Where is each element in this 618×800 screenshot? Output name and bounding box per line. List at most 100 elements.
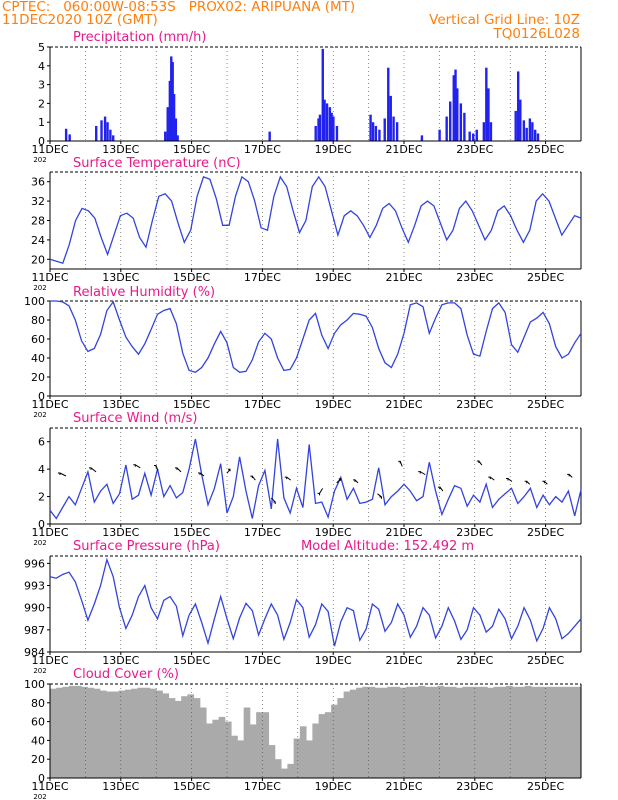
x-tick-label: 25DEC: [527, 143, 564, 156]
precip-bar: [170, 56, 173, 141]
x-tick-label: 13DEC: [102, 398, 139, 411]
precip-bar: [100, 120, 103, 141]
x-tick-year: 202: [33, 793, 46, 800]
cloud-bar: [224, 721, 232, 778]
header-line1: CPTEC: 060:00W-08:53S PROX02: ARIPUANA (…: [2, 0, 356, 15]
cloud-bar: [506, 685, 513, 778]
wind-arrow-head: [505, 477, 509, 481]
cloud-bar: [393, 686, 401, 778]
x-tick-label: 15DEC: [173, 654, 210, 667]
cloud-bar: [549, 686, 557, 778]
cloud-bar: [118, 690, 126, 778]
cloud-title: Cloud Cover (%): [73, 667, 179, 682]
precip-bar: [475, 129, 478, 141]
precip-bar: [420, 135, 424, 141]
wind-arrow: [59, 472, 67, 477]
series-line: [49, 175, 582, 265]
y-tick-label: 4: [38, 60, 45, 73]
cloud-bar: [493, 686, 501, 778]
wind-arrow-head: [476, 460, 480, 464]
cloud-bar: [324, 712, 332, 778]
cloud-bar: [281, 768, 288, 778]
cloud-bar: [256, 712, 263, 778]
wind-arrow: [419, 471, 426, 476]
cloud-bar: [518, 686, 526, 778]
x-tick-label: 17DEC: [244, 271, 281, 284]
cloud-bar: [87, 687, 95, 778]
x-tick-label: 23DEC: [456, 143, 493, 156]
cloud-bar: [556, 686, 563, 778]
precip-bar: [328, 107, 332, 141]
cloud-bar: [168, 698, 176, 778]
x-tick-year: 202: [33, 411, 46, 419]
cloud-bar: [174, 700, 182, 778]
cloud-bar: [131, 688, 138, 778]
wind-arrow: [270, 497, 276, 503]
precip-bar: [445, 116, 448, 141]
cloud-bar: [437, 685, 444, 778]
cloud-bar: [293, 738, 301, 778]
y-tick-label: 5: [38, 41, 45, 54]
wind-arrow-head: [89, 467, 92, 470]
wind-arrow-head: [338, 478, 342, 481]
wind-arrow: [90, 467, 97, 473]
precip-bar: [321, 48, 324, 141]
y-tick-label: 80: [31, 697, 45, 710]
cloud-bar: [74, 685, 82, 778]
precip-bar: [525, 127, 528, 141]
precip-bar: [166, 107, 169, 141]
y-tick-label: 100: [24, 295, 45, 308]
y-tick-label: 990: [24, 602, 45, 615]
cloud-bar: [531, 686, 538, 778]
x-tick-label: 19DEC: [315, 780, 352, 793]
cloud-bar: [481, 686, 488, 778]
precip-bar: [516, 71, 520, 141]
x-tick-label: 17DEC: [244, 654, 281, 667]
precip-bar: [371, 122, 375, 141]
cloud-bar: [462, 686, 469, 778]
cloud-bar: [274, 759, 282, 778]
x-tick-label: 21DEC: [385, 143, 422, 156]
cloud-bar: [143, 687, 151, 778]
y-tick-label: 60: [31, 716, 45, 729]
cloud-bar: [468, 686, 476, 778]
precip-bar: [522, 120, 526, 141]
cloud-bar: [93, 688, 101, 778]
precip-bar: [176, 135, 179, 141]
cloud-bar: [62, 686, 70, 778]
precip-title: Precipitation (mm/h): [73, 30, 207, 45]
precip-bar: [449, 101, 452, 141]
wind-arrow-head: [133, 464, 136, 467]
cloud-bar: [56, 687, 63, 778]
cloud-bar: [331, 704, 338, 778]
x-tick-label: 21DEC: [385, 271, 422, 284]
cloud-bar: [249, 724, 257, 778]
humidity-title: Relative Humidity (%): [73, 285, 216, 300]
x-tick-label: 15DEC: [173, 143, 210, 156]
precip-bar: [268, 131, 271, 141]
cloud-bar: [212, 719, 220, 778]
wind-arrow-head: [174, 467, 178, 470]
x-tick-label: 25DEC: [527, 271, 564, 284]
cloud-bar: [231, 735, 238, 778]
y-tick-label: 2: [38, 97, 45, 110]
precip-bar: [392, 116, 395, 141]
precip-bar: [174, 118, 178, 141]
cloud-bar: [543, 686, 551, 778]
cloud-bar: [456, 687, 463, 778]
x-tick-label: 21DEC: [385, 398, 422, 411]
precip-bar: [95, 125, 98, 141]
precip-bar: [454, 69, 457, 141]
y-tick-label: 40: [31, 352, 45, 365]
altitude-annotation: Model Altitude: 152.492 m: [301, 539, 475, 554]
product-code: TQ0126L028: [493, 26, 580, 42]
cloud-bar: [374, 687, 382, 778]
precip-bar: [68, 134, 71, 141]
precip-bar: [468, 131, 471, 141]
series-line: [50, 300, 582, 374]
cloud-bar: [399, 687, 407, 778]
precip-bar: [330, 112, 333, 141]
precip-bar: [164, 131, 167, 141]
precip-bar: [106, 122, 109, 141]
y-tick-label: 0: [38, 518, 45, 531]
